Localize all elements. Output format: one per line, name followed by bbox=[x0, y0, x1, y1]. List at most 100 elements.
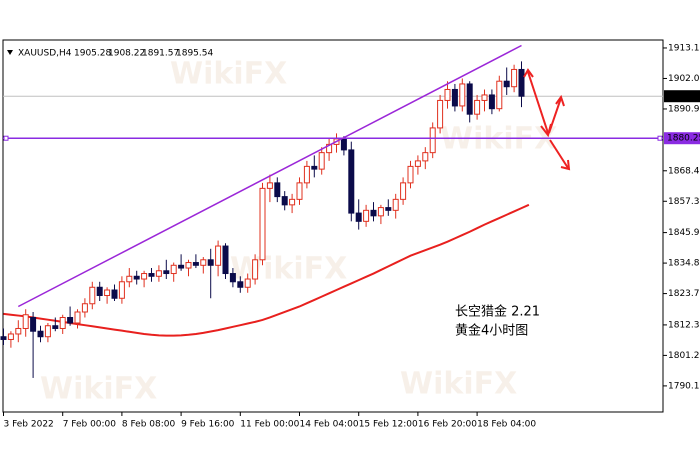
candle-body bbox=[429, 127, 436, 154]
arrow-head bbox=[523, 68, 534, 78]
candle-body bbox=[318, 152, 325, 170]
candle-body bbox=[215, 245, 222, 266]
candle-body bbox=[111, 289, 118, 299]
candle-body bbox=[444, 88, 451, 101]
x-tick-label: 9 Feb 16:00 bbox=[181, 420, 235, 430]
watermarks: WikiFX WikiFX WikiFX WikiFX WikiFX bbox=[40, 57, 557, 407]
y-tick-label: 1801.20 bbox=[668, 351, 700, 361]
x-tick-label: 7 Feb 00:00 bbox=[63, 420, 117, 430]
candle-body bbox=[15, 327, 22, 335]
candle-body bbox=[348, 149, 355, 214]
candle-body bbox=[392, 198, 399, 211]
candle-body bbox=[74, 311, 81, 324]
symbol: XAUUSD,H4 bbox=[18, 49, 72, 59]
candle-body bbox=[141, 273, 148, 280]
level-handle bbox=[3, 135, 9, 141]
candle-body bbox=[511, 68, 518, 88]
candle-body bbox=[104, 289, 111, 297]
candle-body bbox=[148, 273, 155, 277]
y-tick-label: 1834.80 bbox=[668, 259, 700, 269]
y-tick-label: 1790.10 bbox=[668, 381, 700, 391]
trendline bbox=[17, 44, 522, 308]
candle-body bbox=[289, 198, 296, 206]
header-close: 1895.54 bbox=[176, 49, 213, 59]
price-tag-label: 1895.54 bbox=[667, 92, 700, 102]
level-tag bbox=[664, 132, 700, 145]
candle-body bbox=[237, 281, 244, 288]
price-tag bbox=[664, 90, 700, 103]
candle-body bbox=[518, 68, 525, 97]
candle-body bbox=[81, 303, 88, 313]
candle-body bbox=[474, 99, 481, 115]
candle-body bbox=[252, 259, 259, 280]
x-tick-label: 14 Feb 04:00 bbox=[300, 420, 359, 430]
x-tick-label: 15 Feb 12:00 bbox=[359, 420, 418, 430]
forecast-arrows bbox=[523, 68, 571, 171]
candle-body bbox=[22, 314, 29, 329]
candle-body bbox=[370, 209, 377, 217]
candle-body bbox=[400, 182, 407, 200]
candle-body bbox=[185, 262, 192, 269]
candle-body bbox=[355, 212, 362, 222]
x-tick-label: 8 Feb 08:00 bbox=[122, 420, 176, 430]
candle-body bbox=[96, 286, 103, 297]
candle-body bbox=[52, 325, 59, 329]
arrow bbox=[548, 97, 562, 134]
candle-body bbox=[340, 138, 347, 151]
header-open: 1905.28 bbox=[74, 49, 111, 59]
candle-body bbox=[303, 165, 310, 184]
x-tick-label: 11 Feb 00:00 bbox=[240, 420, 299, 430]
candle-body bbox=[274, 182, 281, 198]
candle-body bbox=[59, 316, 66, 329]
candle-body bbox=[133, 275, 140, 280]
candle-body bbox=[244, 278, 251, 288]
level-tag-label: 1880.25 bbox=[667, 134, 700, 144]
header-low: 1891.57 bbox=[142, 49, 179, 59]
candle-body bbox=[30, 316, 37, 332]
candle-body bbox=[207, 259, 214, 266]
header-high: 1908.22 bbox=[108, 49, 145, 59]
candle-body bbox=[37, 330, 44, 338]
candle-body bbox=[363, 209, 370, 222]
candle-body bbox=[170, 264, 177, 275]
y-tick-label: 1913.10 bbox=[668, 43, 700, 53]
level-handle bbox=[657, 135, 663, 141]
x-tick-label: 16 Feb 20:00 bbox=[418, 420, 477, 430]
candle-body bbox=[407, 165, 414, 184]
x-tick-label: 3 Feb 2022 bbox=[4, 420, 54, 430]
candle-body bbox=[126, 275, 133, 283]
candle-body bbox=[163, 270, 170, 275]
candle-body bbox=[229, 273, 236, 283]
candle-body bbox=[437, 99, 444, 129]
moving-average bbox=[3, 203, 530, 337]
menu-triangle bbox=[7, 50, 13, 55]
candle-body bbox=[89, 286, 96, 305]
candle-body bbox=[451, 88, 458, 107]
candle-body bbox=[7, 333, 14, 340]
candle-body bbox=[459, 83, 466, 107]
watermark: WikiFX bbox=[440, 122, 557, 157]
y-tick-label: 1890.90 bbox=[668, 104, 700, 114]
y-tick-label: 1845.90 bbox=[668, 228, 700, 238]
candle-body bbox=[377, 207, 384, 217]
candle-body bbox=[259, 187, 266, 261]
candle-body bbox=[466, 83, 473, 115]
arrow bbox=[527, 71, 549, 134]
arrow bbox=[549, 139, 569, 169]
candle-body bbox=[414, 160, 421, 167]
candle-body bbox=[178, 264, 185, 269]
watermark: WikiFX bbox=[170, 57, 287, 92]
annotation: 黄金4小时图 bbox=[455, 323, 528, 339]
annotation: 长空猎金 2.21 bbox=[455, 304, 540, 320]
candle-body bbox=[266, 182, 273, 189]
y-tick-label: 1868.40 bbox=[668, 166, 700, 176]
candle-body bbox=[118, 281, 125, 299]
candle-body bbox=[422, 152, 429, 162]
candle-body bbox=[385, 207, 392, 211]
candle-body bbox=[488, 94, 495, 110]
candle-body bbox=[503, 80, 510, 88]
plot-frame bbox=[2, 39, 664, 413]
plot: 1913.10 1902.00 1890.90 1868.40 1857.30 1845.… bbox=[0, 43, 700, 430]
